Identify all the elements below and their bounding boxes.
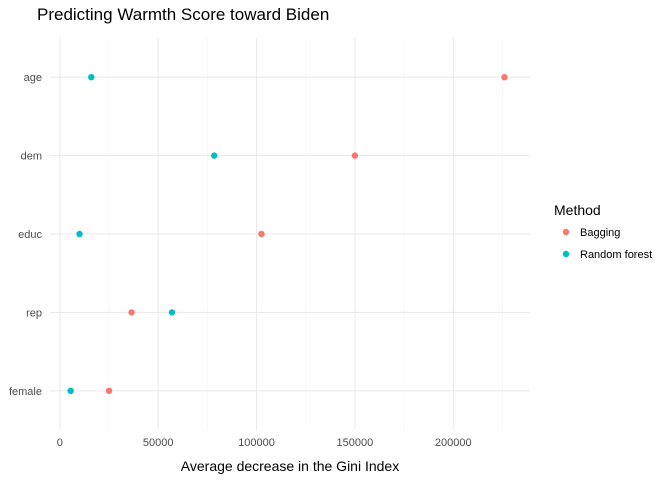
data-point — [211, 152, 218, 159]
legend-title: Method — [554, 202, 601, 218]
legend-label: Random forest — [580, 249, 652, 261]
grid — [50, 38, 530, 430]
y-tick-label: rep — [26, 307, 42, 319]
y-tick-label: dem — [21, 151, 42, 163]
x-tick-label: 100000 — [238, 437, 275, 449]
data-point — [88, 74, 95, 81]
chart-title: Predicting Warmth Score toward Biden — [37, 5, 329, 24]
data-point — [501, 74, 508, 81]
data-point — [128, 309, 135, 316]
legend-items: Bagging Random forest — [562, 227, 652, 261]
legend-label: Bagging — [580, 227, 620, 239]
y-tick-label: educ — [18, 229, 42, 241]
data-point — [67, 387, 74, 394]
legend-key — [562, 250, 570, 258]
data-point — [351, 152, 359, 159]
x-tick-label: 200000 — [435, 437, 472, 449]
x-axis-title: Average decrease in the Gini Index — [181, 458, 399, 474]
data-point — [168, 309, 176, 316]
data-point — [76, 230, 83, 238]
legend: Method Bagging Random forest — [554, 202, 652, 261]
x-tick-label: 150000 — [337, 437, 374, 449]
x-axis-tick-labels: 0 50000 100000 150000 200000 — [57, 437, 472, 449]
x-tick-label: 50000 — [143, 437, 174, 449]
x-tick-label: 0 — [57, 437, 63, 449]
y-tick-label: female — [9, 386, 42, 398]
legend-key — [562, 228, 570, 236]
data-points — [67, 74, 508, 394]
data-point — [258, 230, 265, 238]
y-axis-tick-labels: age dem educ rep female — [9, 72, 43, 398]
data-point — [105, 387, 113, 394]
y-tick-label: age — [24, 72, 42, 84]
